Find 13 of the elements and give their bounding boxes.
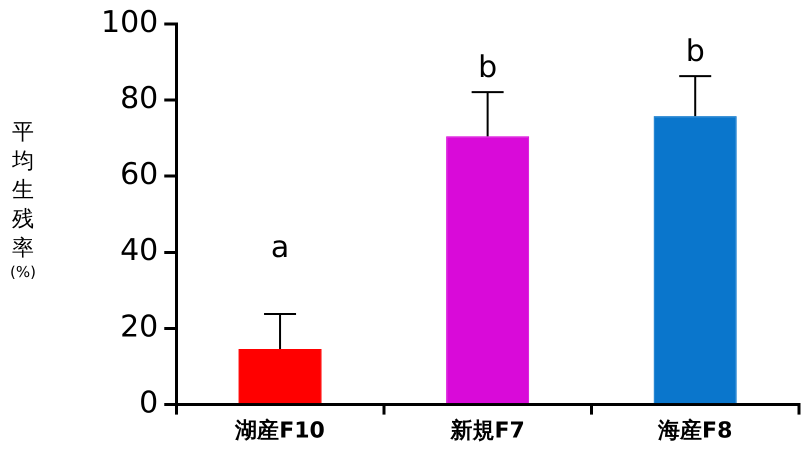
x-tick-label: 新規F7 xyxy=(449,418,525,444)
y-tick-label: 0 xyxy=(139,385,158,420)
y-tick-label: 60 xyxy=(120,157,158,192)
x-tick-label: 湖産F10 xyxy=(234,418,325,444)
y-axis-title: 平均生残率(%) xyxy=(9,119,37,281)
y-tick-label: 20 xyxy=(120,309,158,344)
annotation: a xyxy=(270,230,290,265)
y-tick-label: 100 xyxy=(100,4,158,40)
annotation: b xyxy=(478,50,498,85)
annotation: b xyxy=(686,34,705,69)
y-tick-label: 80 xyxy=(120,80,158,116)
x-tick-label: 海産F8 xyxy=(657,418,732,444)
y-tick-label: 40 xyxy=(120,233,158,268)
